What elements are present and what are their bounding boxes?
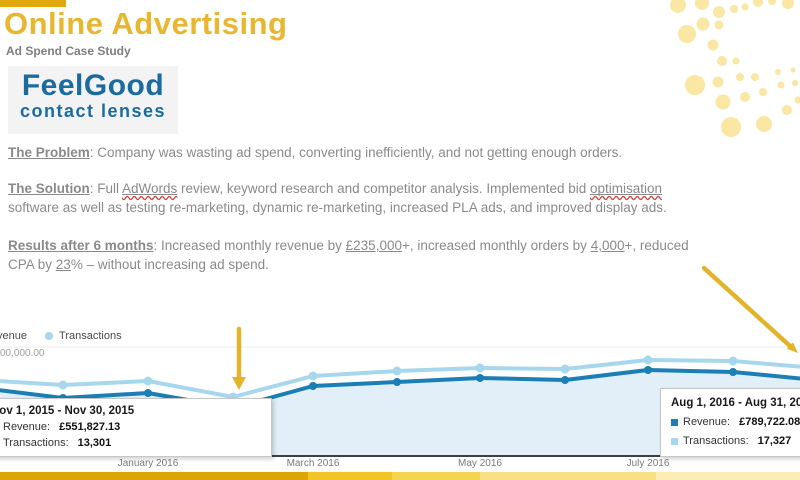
- page-title: Online Advertising: [4, 6, 288, 41]
- x-tick-january: January 2016: [117, 458, 179, 469]
- results-seg4: CPA by: [8, 257, 56, 272]
- revenue-markers: [59, 366, 737, 412]
- top-accent-bar: [0, 0, 66, 7]
- revenue-row-label: Revenue:: [683, 416, 731, 428]
- problem-label: The Problem: [8, 145, 90, 160]
- revenue-marker-icon: [671, 418, 678, 426]
- orders-increase-value: 4,000: [590, 238, 625, 253]
- results-label: Results after 6 months: [8, 238, 154, 253]
- transactions-marker-icon: [671, 437, 678, 445]
- solution-paragraph: The Solution: Full AdWords review, keywo…: [8, 179, 790, 217]
- transactions-row-value: 13,301: [77, 437, 112, 449]
- solution-seg3: software as well as testing re-marketing…: [8, 200, 667, 215]
- y-axis-label: 00,000.00: [0, 348, 45, 359]
- bottom-gradient-bar: [0, 472, 800, 480]
- optimisation-term: optimisation: [590, 181, 663, 196]
- results-seg5: % – without increasing ad spend.: [70, 257, 269, 272]
- results-seg3: +, reduced: [624, 238, 689, 253]
- chart-legend: Revenue Transactions: [0, 330, 122, 342]
- transactions-row-label: Transactions:: [3, 437, 69, 449]
- tooltip-aug-revenue-row: Revenue: £789,722.08: [671, 416, 800, 428]
- x-tick-july: July 2016: [626, 458, 670, 469]
- results-paragraph: Results after 6 months: Increased monthl…: [8, 236, 790, 274]
- tooltip-nov-2015: Nov 1, 2015 - Nov 30, 2015 Revenue: £551…: [0, 398, 272, 457]
- transactions-legend-dot-icon: [45, 332, 54, 340]
- dots-decoration: [670, 0, 800, 137]
- problem-text: : Company was wasting ad spend, converti…: [89, 145, 623, 160]
- tooltip-nov-date: Nov 1, 2015 - Nov 30, 2015: [0, 405, 135, 417]
- revenue-legend-label: Revenue: [0, 330, 28, 342]
- problem-paragraph: The Problem: Company was wasting ad spen…: [8, 143, 790, 162]
- results-seg1: : Increased monthly revenue by: [153, 238, 346, 253]
- results-seg2: +, increased monthly orders by: [401, 238, 591, 253]
- solution-seg2: review, keyword research and competitor …: [177, 181, 590, 196]
- cpa-reduction-value: 23: [55, 257, 71, 272]
- tooltip-nov-transactions-row: Transactions: 13,301: [0, 437, 259, 449]
- tooltip-aug-transactions-row: Transactions: 17,327: [671, 435, 800, 447]
- revenue-row-value: £789,722.08: [739, 416, 800, 428]
- tooltip-aug-date: Aug 1, 2016 - Aug 31, 2016: [671, 397, 800, 409]
- revenue-row-value: £551,827.13: [59, 421, 121, 433]
- tooltip-nov-revenue-row: Revenue: £551,827.13: [0, 421, 259, 433]
- logo-tagline: contact lenses: [19, 101, 167, 121]
- solution-seg1: : Full: [89, 181, 123, 196]
- x-tick-march: March 2016: [286, 458, 340, 469]
- transactions-row-label: Transactions:: [683, 435, 749, 447]
- logo-wordmark: FeelGood: [21, 69, 165, 102]
- page-subtitle: Ad Spend Case Study: [6, 44, 131, 58]
- x-tick-may: May 2016: [458, 458, 502, 469]
- feelgood-logo: FeelGood contact lenses: [8, 66, 178, 134]
- adwords-term: AdWords: [122, 181, 178, 196]
- transactions-row-value: 17,327: [757, 435, 792, 447]
- solution-label: The Solution: [8, 181, 90, 196]
- revenue-row-label: Revenue:: [3, 421, 51, 433]
- revenue-increase-value: £235,000: [345, 238, 402, 253]
- tooltip-aug-2016: Aug 1, 2016 - Aug 31, 2016 Revenue: £789…: [660, 388, 800, 457]
- transactions-legend-label: Transactions: [59, 330, 122, 342]
